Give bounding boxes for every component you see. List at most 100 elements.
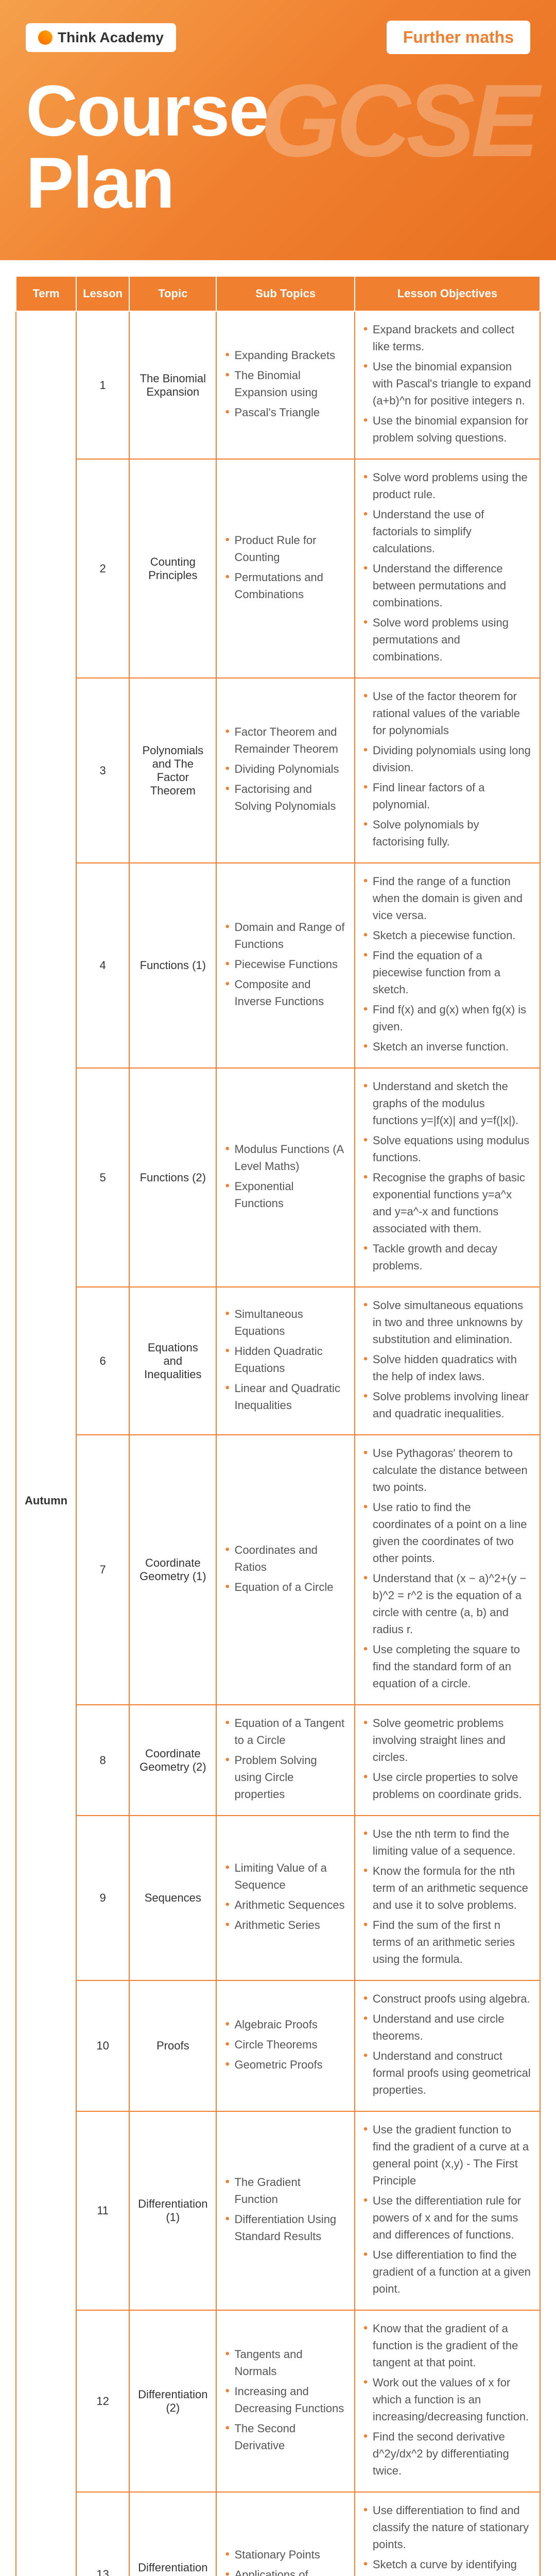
table-row: 8Coordinate Geometry (2)Equation of a Ta… xyxy=(16,1705,540,1816)
subtopic-item: Algebraic Proofs xyxy=(225,2016,345,2033)
objectives-list: Use of the factor theorem for rational v… xyxy=(363,688,531,850)
subtopic-item: Differentiation Using Standard Results xyxy=(225,2211,345,2245)
subtopic-item: Factor Theorem and Remainder Theorem xyxy=(225,723,345,757)
objective-item: Dividing polynomials using long division… xyxy=(363,742,531,776)
objective-item: Use the gradient function to find the gr… xyxy=(363,2121,531,2189)
objective-item: Recognise the graphs of basic exponentia… xyxy=(363,1169,531,1237)
objective-item: Sketch a piecewise function. xyxy=(363,927,531,944)
subtopics-cell: Modulus Functions (A Level Maths)Exponen… xyxy=(216,1068,354,1287)
lesson-cell: 11 xyxy=(76,2111,129,2310)
objective-item: Use the binomial expansion for problem s… xyxy=(363,412,531,446)
subtopics-list: Algebraic ProofsCircle TheoremsGeometric… xyxy=(225,2016,345,2073)
background-text: GCSE xyxy=(260,62,535,180)
subtopic-item: Stationary Points xyxy=(225,2546,345,2563)
content-area: Term Lesson Topic Sub Topics Lesson Obje… xyxy=(0,260,556,2576)
table-row: 4Functions (1)Domain and Range of Functi… xyxy=(16,863,540,1068)
topic-cell: Differentiation (1) xyxy=(129,2111,216,2310)
subtopics-list: Modulus Functions (A Level Maths)Exponen… xyxy=(225,1141,345,1212)
brand-bar: Think Academy Further maths xyxy=(26,21,530,54)
subtopic-item: Hidden Quadratic Equations xyxy=(225,1343,345,1377)
objective-item: Understand and sketch the graphs of the … xyxy=(363,1078,531,1129)
header-term: Term xyxy=(16,276,76,311)
table-row: 13Differentiation (3)Stationary PointsAp… xyxy=(16,2492,540,2576)
objective-item: Use the differentiation rule for powers … xyxy=(363,2192,531,2243)
objectives-cell: Know that the gradient of a function is … xyxy=(355,2310,540,2492)
lesson-cell: 6 xyxy=(76,1287,129,1435)
header-topic: Topic xyxy=(129,276,216,311)
subtopics-cell: Stationary PointsApplications of Maxima … xyxy=(216,2492,354,2576)
objective-item: Solve problems involving linear and quad… xyxy=(363,1388,531,1422)
topic-cell: Proofs xyxy=(129,1980,216,2111)
objective-item: Use of the factor theorem for rational v… xyxy=(363,688,531,739)
objective-item: Know that the gradient of a function is … xyxy=(363,2320,531,2371)
subtopic-item: Permutations and Combinations xyxy=(225,569,345,603)
topic-cell: Differentiation (2) xyxy=(129,2310,216,2492)
table-row: 2Counting PrinciplesProduct Rule for Cou… xyxy=(16,459,540,678)
objective-item: Tackle growth and decay problems. xyxy=(363,1240,531,1274)
subtopic-item: Exponential Functions xyxy=(225,1178,345,1212)
objective-item: Solve word problems using the product ru… xyxy=(363,469,531,503)
objective-item: Use completing the square to find the st… xyxy=(363,1641,531,1692)
subtopics-list: Coordinates and RatiosEquation of a Circ… xyxy=(225,1541,345,1596)
subtopics-list: Tangents and NormalsIncreasing and Decre… xyxy=(225,2346,345,2454)
objective-item: Use differentiation to find the gradient… xyxy=(363,2246,531,2297)
topic-cell: Coordinate Geometry (1) xyxy=(129,1435,216,1705)
header-subtopics: Sub Topics xyxy=(216,276,354,311)
table-row: Autumn1The Binomial ExpansionExpanding B… xyxy=(16,311,540,459)
subtopic-item: Modulus Functions (A Level Maths) xyxy=(225,1141,345,1175)
objectives-cell: Find the range of a function when the do… xyxy=(355,863,540,1068)
subtopic-item: Piecewise Functions xyxy=(225,956,345,973)
subtopic-item: Pascal's Triangle xyxy=(225,404,345,421)
objectives-cell: Use of the factor theorem for rational v… xyxy=(355,678,540,863)
subtopic-item: Simultaneous Equations xyxy=(225,1306,345,1340)
lesson-cell: 13 xyxy=(76,2492,129,2576)
objective-item: Understand that (x − a)^2+(y − b)^2 = r^… xyxy=(363,1570,531,1638)
lesson-cell: 10 xyxy=(76,1980,129,2111)
objective-item: Expand brackets and collect like terms. xyxy=(363,321,531,355)
objective-item: Construct proofs using algebra. xyxy=(363,1990,531,2007)
objective-item: Find the sum of the first n terms of an … xyxy=(363,1917,531,1968)
objective-item: Find the range of a function when the do… xyxy=(363,873,531,924)
subtopic-item: Linear and Quadratic Inequalities xyxy=(225,1380,345,1414)
objectives-cell: Solve word problems using the product ru… xyxy=(355,459,540,678)
objective-item: Understand and use circle theorems. xyxy=(363,2010,531,2044)
header-lesson: Lesson xyxy=(76,276,129,311)
lesson-cell: 9 xyxy=(76,1816,129,1980)
subtopics-cell: Domain and Range of Functions Piecewise F… xyxy=(216,863,354,1068)
subtopic-item: Increasing and Decreasing Functions xyxy=(225,2383,345,2417)
table-row: 12Differentiation (2)Tangents and Normal… xyxy=(16,2310,540,2492)
page-header: Think Academy Further maths GCSE Course … xyxy=(0,0,556,260)
table-row: 10ProofsAlgebraic ProofsCircle TheoremsG… xyxy=(16,1980,540,2111)
objectives-cell: Use the nth term to find the limiting va… xyxy=(355,1816,540,1980)
objective-item: Use ratio to find the coordinates of a p… xyxy=(363,1499,531,1567)
objective-item: Use Pythagoras' theorem to calculate the… xyxy=(363,1445,531,1496)
subtopic-item: Equation of a Circle xyxy=(225,1579,345,1596)
table-row: 7Coordinate Geometry (1)Coordinates and … xyxy=(16,1435,540,1705)
topic-cell: Equations and Inequalities xyxy=(129,1287,216,1435)
objectives-list: Know that the gradient of a function is … xyxy=(363,2320,531,2479)
subtopics-list: Simultaneous EquationsHidden Quadratic E… xyxy=(225,1306,345,1414)
objective-item: Solve geometric problems involving strai… xyxy=(363,1715,531,1766)
lesson-cell: 12 xyxy=(76,2310,129,2492)
topic-cell: Coordinate Geometry (2) xyxy=(129,1705,216,1816)
objectives-list: Solve geometric problems involving strai… xyxy=(363,1715,531,1803)
subtopic-item: Expanding Brackets xyxy=(225,347,345,364)
subtopic-item: Problem Solving using Circle properties xyxy=(225,1752,345,1803)
objective-item: Understand the difference between permut… xyxy=(363,560,531,611)
course-table: Term Lesson Topic Sub Topics Lesson Obje… xyxy=(15,276,541,2576)
subtopic-item: Composite and Inverse Functions xyxy=(225,976,345,1010)
topic-cell: Polynomials and The Factor Theorem xyxy=(129,678,216,863)
subtopics-list: Limiting Value of a SequenceArithmetic S… xyxy=(225,1859,345,1934)
objective-item: Work out the values of x for which a fun… xyxy=(363,2374,531,2425)
lesson-cell: 8 xyxy=(76,1705,129,1816)
objective-item: Solve simultaneous equations in two and … xyxy=(363,1297,531,1348)
subtopics-cell: Simultaneous EquationsHidden Quadratic E… xyxy=(216,1287,354,1435)
subtopic-item: Domain and Range of Functions xyxy=(225,919,345,953)
objective-item: Solve equations using modulus functions. xyxy=(363,1132,531,1166)
objectives-cell: Use Pythagoras' theorem to calculate the… xyxy=(355,1435,540,1705)
subtopics-cell: Limiting Value of a SequenceArithmetic S… xyxy=(216,1816,354,1980)
lesson-cell: 2 xyxy=(76,459,129,678)
table-header-row: Term Lesson Topic Sub Topics Lesson Obje… xyxy=(16,276,540,311)
objectives-list: Expand brackets and collect like terms. U… xyxy=(363,321,531,446)
objective-item: Solve polynomials by factorising fully. xyxy=(363,816,531,850)
